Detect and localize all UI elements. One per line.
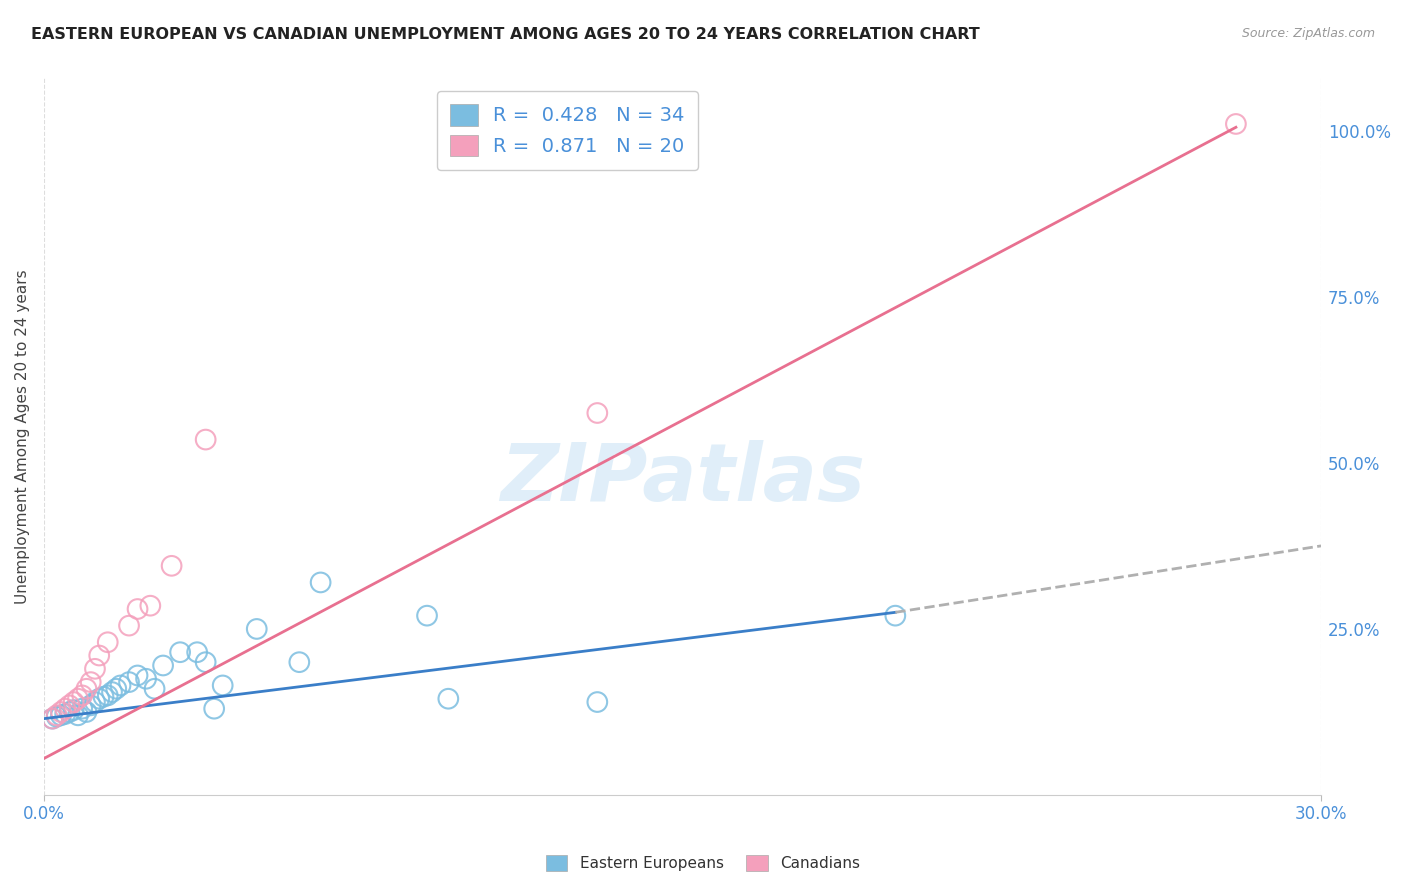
Point [143,681,166,696]
Point [80,675,103,690]
Point [45,709,67,723]
Point [70,701,93,715]
Text: Source: ZipAtlas.com: Source: ZipAtlas.com [1241,27,1375,40]
Point [93,690,115,704]
Point [66,691,89,706]
Point [288,655,311,669]
Point [105,681,128,696]
Point [70,689,93,703]
Point [84,695,107,709]
Text: EASTERN EUROPEAN VS CANADIAN UNEMPLOYMENT AMONG AGES 20 TO 24 YEARS CORRELATION : EASTERN EUROPEAN VS CANADIAN UNEMPLOYMEN… [31,27,980,42]
Point [41,712,63,726]
Point [80,698,103,713]
Point [884,608,907,623]
Point [169,645,191,659]
Point [211,678,233,692]
Point [160,558,183,573]
Point [58,698,80,713]
Text: ZIPatlas: ZIPatlas [501,441,865,518]
Point [118,675,141,690]
Point [84,662,107,676]
Point [53,706,76,721]
Point [89,691,111,706]
Point [586,406,609,420]
Point [62,703,84,717]
Point [45,708,67,723]
Point [194,433,217,447]
Point [53,701,76,715]
Point [127,668,149,682]
Point [135,672,157,686]
Point [1225,117,1247,131]
Y-axis label: Unemployment Among Ages 20 to 24 years: Unemployment Among Ages 20 to 24 years [15,269,30,604]
Point [101,685,124,699]
Point [127,602,149,616]
Point [246,622,269,636]
Point [89,648,111,663]
Point [75,705,97,719]
Point [139,599,162,613]
Point [194,655,217,669]
Point [49,705,72,719]
Point [97,635,120,649]
Legend: R =  0.428   N = 34, R =  0.871   N = 20: R = 0.428 N = 34, R = 0.871 N = 20 [437,91,699,170]
Point [152,658,174,673]
Point [118,618,141,632]
Point [309,575,332,590]
Point [49,708,72,723]
Point [58,705,80,719]
Point [97,689,120,703]
Point [110,678,132,692]
Point [416,608,439,623]
Point [586,695,609,709]
Point [75,681,97,696]
Point [62,695,84,709]
Point [41,712,63,726]
Legend: Eastern Europeans, Canadians: Eastern Europeans, Canadians [540,849,866,877]
Point [437,691,460,706]
Point [186,645,208,659]
Point [66,708,89,723]
Point [202,701,225,715]
